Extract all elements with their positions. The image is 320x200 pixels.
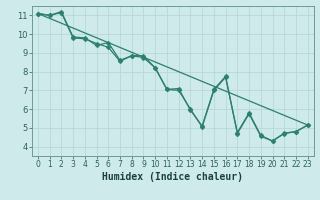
X-axis label: Humidex (Indice chaleur): Humidex (Indice chaleur): [102, 172, 243, 182]
